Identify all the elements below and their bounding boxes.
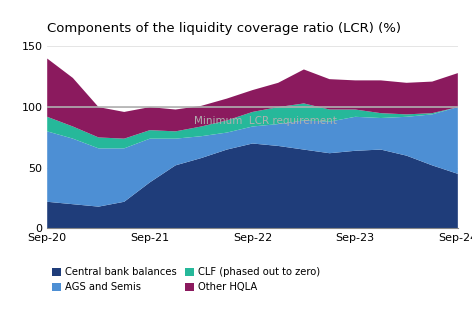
Legend: Central bank balances, AGS and Semis, CLF (phased out to zero), Other HQLA: Central bank balances, AGS and Semis, CL…: [52, 267, 320, 292]
Text: Components of the liquidity coverage ratio (LCR) (%): Components of the liquidity coverage rat…: [47, 22, 401, 35]
Text: Minimum  LCR requirement: Minimum LCR requirement: [194, 116, 337, 126]
